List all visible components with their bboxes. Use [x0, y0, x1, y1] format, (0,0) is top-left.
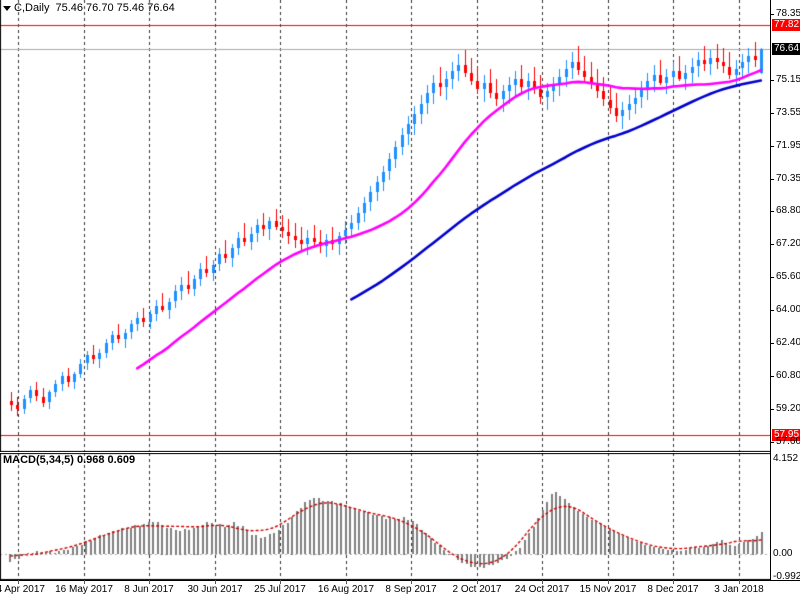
time-axis-label: 16 Aug 2017: [317, 584, 375, 595]
price-axis-label: 70.35: [776, 173, 800, 184]
ohlc-values: 75.46 76.70 75.46 76.64: [55, 2, 175, 14]
time-axis-label: 15 Nov 2017: [579, 584, 637, 595]
price-axis-tick: [770, 442, 774, 443]
time-axis-tick: [411, 580, 412, 584]
time-axis-label: 8 Jun 2017: [124, 584, 174, 595]
time-axis-tick: [477, 580, 478, 584]
price-axis-label: 62.40: [776, 336, 800, 348]
macd-label: MACD(5,34,5) 0.968 0.609: [3, 454, 136, 466]
price-axis-label: 59.20: [776, 402, 800, 414]
price-axis-tick: [770, 146, 774, 147]
support-level-badge[interactable]: 57.95: [772, 428, 800, 441]
symbol-period-text: C,Daily: [14, 2, 50, 14]
time-axis-label: 30 Jun 2017: [187, 584, 243, 595]
resistance-level-badge[interactable]: 77.82: [772, 18, 800, 31]
time-axis-tick: [18, 580, 19, 584]
macd-axis-label: 4.152: [773, 453, 799, 464]
time-axis-label: 8 Sep 2017: [385, 584, 437, 595]
time-axis-tick: [673, 580, 674, 584]
macd-indicator-pane[interactable]: MACD(5,34,5) 0.968 0.609: [0, 453, 770, 580]
price-axis-label: 60.80: [776, 369, 800, 381]
time-axis-label: 24 Apr 2017: [0, 584, 45, 595]
price-axis-label: 68.80: [776, 204, 800, 216]
price-axis-tick: [770, 376, 774, 377]
price-axis-label: 57.60: [776, 436, 800, 447]
price-axis-label: 71.95: [776, 140, 800, 151]
price-axis-label: 73.55: [776, 107, 800, 118]
time-axis-label: 16 May 2017: [55, 584, 113, 595]
macd-axis-label: -0.992: [773, 571, 800, 582]
price-axis-label: 75.15: [776, 74, 800, 85]
chart-symbol-label[interactable]: C,Daily 75.46 76.70 75.46 76.64: [3, 2, 175, 14]
price-axis-tick: [770, 310, 774, 311]
price-axis-label: 65.60: [776, 270, 800, 282]
price-axis-tick: [770, 409, 774, 410]
price-axis-tick: [770, 14, 774, 15]
time-axis-label: 2 Oct 2017: [452, 584, 502, 595]
price-chart-pane[interactable]: C,Daily 75.46 76.70 75.46 76.64: [0, 0, 770, 452]
current-price-badge[interactable]: 76.64: [772, 43, 800, 56]
time-axis-tick: [346, 580, 347, 584]
time-axis-label: 8 Dec 2017: [647, 584, 699, 595]
macd-axis-label: 0.00: [773, 548, 793, 560]
time-axis-label: 24 Oct 2017: [514, 584, 570, 595]
price-axis-tick: [770, 113, 774, 114]
time-axis-label: 25 Jul 2017: [254, 584, 306, 595]
price-axis-tick: [770, 277, 774, 278]
time-axis-label: 3 Jan 2018: [714, 584, 764, 595]
time-axis-tick: [608, 580, 609, 584]
time-axis-tick: [84, 580, 85, 584]
price-axis-tick: [770, 211, 774, 212]
price-axis-tick: [770, 343, 774, 344]
price-chart-canvas[interactable]: [0, 0, 770, 452]
price-axis-label: 67.20: [776, 237, 800, 249]
time-axis-tick: [149, 580, 150, 584]
time-axis[interactable]: 24 Apr 2017 16 May 2017 8 Jun 2017 30 Jun 2…: [0, 580, 800, 600]
time-axis-tick: [542, 580, 543, 584]
macd-chart-canvas[interactable]: [0, 453, 770, 580]
price-axis[interactable]: 78.35 77.82 76.64 75.15 73.55 71.95 70.35 68.80…: [770, 0, 800, 582]
price-axis-tick: [770, 179, 774, 180]
triangle-down-icon[interactable]: [3, 5, 11, 11]
time-axis-tick: [215, 580, 216, 584]
price-axis-label: 78.35: [776, 8, 800, 19]
time-axis-tick: [739, 580, 740, 584]
price-axis-line: [770, 0, 771, 580]
price-axis-tick: [770, 244, 774, 245]
time-axis-line: [0, 580, 800, 581]
price-axis-label: 64.00: [776, 303, 800, 315]
price-axis-tick: [770, 80, 774, 81]
time-axis-tick: [280, 580, 281, 584]
